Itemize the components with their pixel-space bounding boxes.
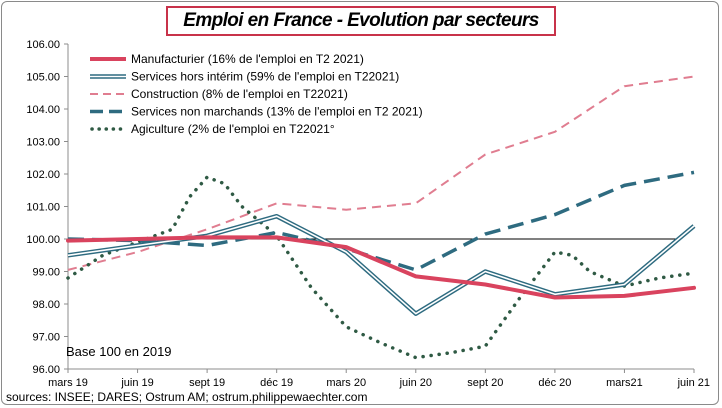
- y-tick-label: 104.00: [26, 104, 60, 116]
- x-tick-label: juin 21: [677, 377, 710, 389]
- legend-label-services-non-marchands: Services non marchands (13% de l'emploi …: [131, 105, 423, 119]
- y-tick-label: 97.00: [32, 332, 60, 344]
- x-tick-label: mars 20: [326, 377, 366, 389]
- x-tick-label: juin 19: [120, 377, 153, 389]
- x-tick-label: déc 20: [538, 377, 571, 389]
- legend-label-manufacturier: Manufacturier (16% de l'emploi en T2 202…: [131, 52, 364, 66]
- base-note: Base 100 en 2019: [66, 344, 172, 359]
- y-tick-label: 105.00: [26, 72, 60, 84]
- x-tick-label: sept 20: [467, 377, 503, 389]
- series-line-agriculture: [66, 175, 696, 360]
- series-line-services-hors-interim-inner: [67, 215, 695, 315]
- series-line-manufacturier: [66, 235, 696, 300]
- y-tick-label: 101.00: [26, 202, 60, 214]
- y-tick-label: 99.00: [32, 267, 60, 279]
- legend-label-agriculture: Agiculture (2% de l'emploi en T22021°: [131, 122, 335, 136]
- y-tick-label: 96.00: [32, 364, 60, 376]
- x-tick-label: mars21: [606, 377, 643, 389]
- x-tick-label: sept 19: [189, 377, 225, 389]
- chart-title-box: Emploi en France - Evolution par secteur…: [166, 6, 556, 36]
- series-line-services-hors-interim: [67, 213, 696, 316]
- x-tick-label: juin 20: [399, 377, 432, 389]
- y-tick-label: 103.00: [26, 137, 60, 149]
- series-line-services-non-marchands: [67, 170, 695, 272]
- source-note: sources: INSEE; DARES; Ostrum AM; ostrum…: [6, 390, 368, 404]
- legend-label-services-hors-interim: Services hors intérim (59% de l'emploi e…: [131, 70, 399, 84]
- y-tick-label: 100.00: [26, 234, 60, 246]
- legend-label-construction: Construction (8% de l'emploi en T22021): [131, 87, 348, 101]
- y-tick-label: 106.00: [26, 39, 60, 51]
- x-tick-label: déc 19: [260, 377, 293, 389]
- x-tick-label: mars 19: [48, 377, 88, 389]
- y-tick-label: 102.00: [26, 169, 60, 181]
- chart-title: Emploi en France - Evolution par secteur…: [183, 10, 539, 31]
- y-tick-label: 98.00: [32, 299, 60, 311]
